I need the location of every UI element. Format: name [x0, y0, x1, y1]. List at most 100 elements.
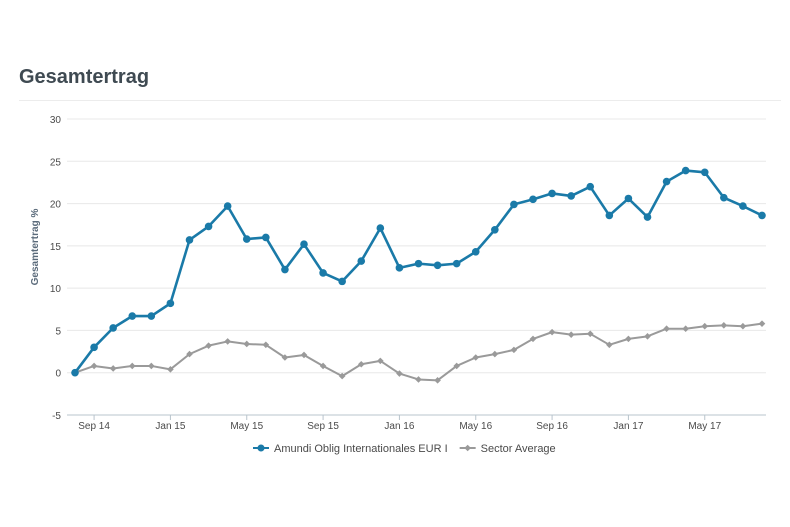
x-tick-label: Sep 16 — [536, 421, 568, 432]
data-point — [300, 351, 308, 359]
x-tick-label: May 17 — [688, 421, 721, 432]
x-tick-label: Jan 16 — [384, 421, 414, 432]
data-point — [377, 357, 384, 365]
data-point — [357, 360, 365, 368]
data-point — [319, 269, 327, 277]
data-point — [147, 312, 156, 320]
data-point — [338, 277, 346, 286]
data-point — [548, 189, 556, 198]
data-point — [663, 325, 670, 333]
data-point — [701, 322, 709, 330]
data-point — [586, 330, 594, 338]
data-point — [395, 264, 404, 272]
data-point — [186, 350, 193, 358]
data-point — [71, 368, 79, 377]
data-point — [185, 236, 194, 244]
data-point — [205, 342, 212, 349]
data-point — [396, 370, 403, 377]
title-divider — [19, 100, 781, 101]
data-point — [624, 194, 633, 203]
data-point — [300, 240, 308, 248]
data-point — [720, 193, 728, 202]
y-tick-label: 10 — [50, 284, 62, 295]
data-point — [262, 341, 270, 349]
x-tick-label: May 15 — [230, 421, 263, 432]
data-point — [644, 333, 651, 340]
y-tick-label: -5 — [52, 411, 61, 422]
x-tick-label: May 16 — [459, 421, 492, 432]
data-point — [415, 376, 422, 383]
x-axis: Sep 14 Jan 15 May 15 Sep 15 Jan 16 May 16 Sep … — [67, 414, 766, 432]
data-point — [242, 235, 251, 243]
data-point — [681, 166, 690, 175]
data-point — [720, 322, 728, 329]
y-tick-label: 0 — [55, 369, 61, 380]
data-point — [491, 350, 499, 358]
legend-label: Sector Average — [481, 443, 556, 455]
data-point — [529, 335, 537, 343]
data-point — [529, 195, 537, 204]
y-tick-label: 5 — [55, 326, 61, 337]
data-point — [128, 362, 136, 370]
data-point — [434, 377, 441, 384]
data-point — [472, 354, 480, 361]
data-point — [643, 213, 652, 221]
data-point — [109, 365, 117, 372]
series-line — [73, 169, 763, 374]
y-axis-label: Gesamtertrag % — [30, 209, 41, 286]
data-point — [224, 338, 231, 345]
data-point — [376, 224, 385, 232]
data-point — [90, 362, 98, 370]
data-point — [606, 341, 613, 349]
x-tick-label: Jan 15 — [155, 421, 185, 432]
x-tick-label: Sep 14 — [78, 421, 110, 432]
data-point — [243, 340, 251, 348]
data-point — [567, 192, 575, 200]
y-tick-label: 25 — [50, 157, 62, 168]
series-line — [74, 322, 763, 382]
data-point — [453, 362, 460, 370]
data-point — [567, 331, 575, 338]
x-tick-label: Sep 15 — [307, 421, 339, 432]
y-tick-label: 20 — [50, 200, 62, 211]
data-point — [319, 362, 327, 370]
data-point — [109, 324, 117, 332]
data-point — [167, 366, 174, 373]
data-point — [90, 343, 98, 352]
data-point — [682, 325, 689, 333]
legend-marker — [257, 444, 265, 452]
data-point — [548, 328, 556, 336]
data-point — [739, 202, 747, 210]
data-point — [166, 299, 175, 308]
legend-marker — [464, 444, 471, 452]
data-point — [625, 335, 632, 343]
data-point — [739, 322, 747, 330]
data-point — [510, 200, 518, 209]
data-point — [338, 372, 346, 380]
legend-label: Amundi Oblig Internationales EUR I — [274, 443, 448, 455]
data-point — [758, 320, 766, 327]
y-tick-label: 30 — [50, 115, 62, 126]
data-point — [281, 265, 289, 274]
data-point — [223, 202, 232, 210]
data-point — [471, 247, 480, 256]
y-tick-label: 15 — [50, 242, 62, 253]
data-point — [510, 346, 518, 354]
data-point — [204, 222, 213, 231]
data-point — [758, 211, 766, 220]
data-point — [452, 259, 461, 268]
chart-title: Gesamtertrag — [19, 66, 150, 88]
data-point — [662, 177, 671, 186]
data-point — [128, 312, 137, 320]
data-point — [586, 182, 595, 191]
data-point — [491, 225, 499, 234]
data-point — [281, 354, 289, 361]
data-point — [148, 362, 155, 370]
data-point — [700, 168, 709, 177]
data-point — [433, 261, 442, 270]
y-axis-ticks: 30 25 20 15 10 5 0 -5 — [50, 115, 62, 422]
data-point — [605, 211, 614, 220]
data-point — [414, 259, 423, 268]
x-tick-label: Jan 17 — [613, 421, 643, 432]
